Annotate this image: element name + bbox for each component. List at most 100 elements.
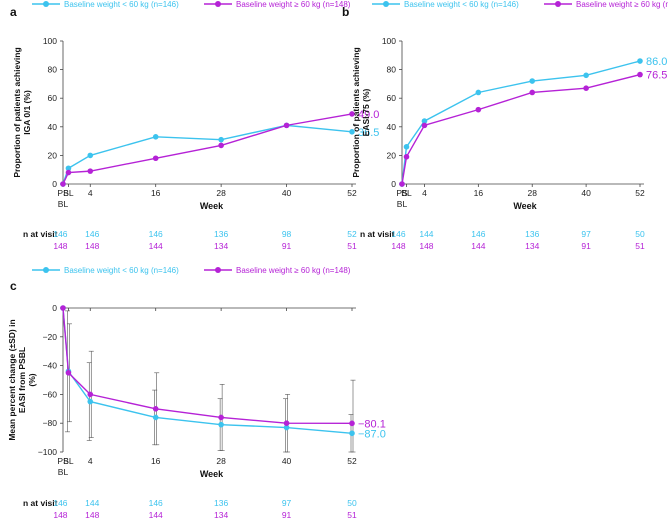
x-tick-label: 28	[527, 188, 537, 198]
y-axis-label-line: Proportion of patients achieving	[12, 47, 22, 177]
legend-marker-0	[43, 267, 49, 273]
end-label-0: −87.0	[358, 428, 386, 440]
n-value: 50	[347, 498, 357, 508]
y-axis-label-line: EASI from PSBL	[17, 347, 27, 413]
y-tick-label: −100	[38, 447, 57, 457]
data-point	[218, 142, 224, 149]
x-tick-label: 4	[88, 188, 93, 198]
y-tick-label: 0	[52, 179, 57, 189]
data-point	[349, 129, 355, 135]
data-point	[152, 155, 159, 162]
legend-label-1: Baseline weight ≥ 60 kg (n=148)	[236, 266, 351, 275]
panel-a: a Baseline weight < 60 kg (n=146) Baseline…	[10, 0, 379, 251]
n-value: 146	[391, 229, 405, 239]
y-axis-label-line: (%)	[27, 373, 37, 386]
n-value: 144	[419, 229, 433, 239]
y-tick-label: 60	[48, 93, 58, 103]
n-value: 146	[149, 498, 163, 508]
data-point	[283, 122, 290, 129]
x-tick-label: 40	[282, 188, 292, 198]
data-point	[529, 89, 536, 96]
y-tick-label: 40	[387, 122, 397, 132]
data-point	[403, 154, 410, 160]
x-tick-label: PS	[57, 456, 69, 466]
n-at-visit-label: n at visit	[360, 229, 395, 239]
data-point	[421, 122, 428, 129]
x-tick-label: BL	[63, 456, 74, 466]
x-tick-label: 16	[474, 188, 484, 198]
panel-label-c: c	[10, 279, 17, 293]
n-value: 50	[635, 229, 645, 239]
panel-c: c Baseline weight < 60 kg (n=146) Baseline…	[7, 266, 386, 518]
n-value: 134	[214, 510, 228, 518]
legend: Baseline weight < 60 kg (n=146) Baseline …	[32, 0, 351, 9]
n-value: 98	[282, 229, 292, 239]
y-tick-label: 40	[48, 122, 58, 132]
n-value: 136	[525, 229, 539, 239]
x-tick-label: 28	[216, 456, 226, 466]
legend-marker-0	[43, 1, 49, 7]
x-axis-label: Week	[200, 201, 224, 211]
data-point	[403, 144, 410, 150]
series-line-1	[62, 113, 353, 185]
y-axis-label-line: Mean percent change (±SD) in	[7, 319, 17, 440]
data-point	[583, 85, 589, 91]
x-tick-label: PS	[396, 188, 408, 198]
data-point	[283, 420, 290, 427]
data-point	[87, 391, 94, 398]
legend-marker-0	[383, 1, 389, 7]
legend-marker-1	[215, 1, 221, 7]
data-point	[475, 89, 482, 96]
x-tick-label: 4	[88, 456, 93, 466]
n-value: 146	[471, 229, 485, 239]
data-point	[60, 305, 66, 311]
data-point	[152, 134, 159, 140]
data-point	[421, 118, 428, 124]
n-value: 148	[85, 510, 99, 518]
n-value: 91	[581, 241, 591, 251]
legend-label-0: Baseline weight < 60 kg (n=146)	[404, 0, 519, 9]
n-value: 52	[347, 229, 357, 239]
series-line-1	[401, 73, 641, 185]
n-value: 146	[149, 229, 163, 239]
data-point	[283, 424, 290, 431]
data-point	[637, 71, 643, 78]
n-at-visit-label: n at visit	[23, 229, 58, 239]
y-tick-label: 80	[48, 65, 58, 75]
n-value: 148	[85, 241, 99, 251]
x-axis-label: Week	[513, 201, 537, 211]
data-point	[349, 420, 355, 427]
end-label-1: 76.5	[646, 70, 667, 82]
y-axis-label-line: IGA 0/1 (%)	[22, 90, 32, 135]
legend-label-0: Baseline weight < 60 kg (n=146)	[64, 0, 179, 9]
data-point	[583, 72, 589, 79]
n-at-visit-label: n at visit	[23, 498, 58, 508]
panel-label-a: a	[10, 5, 17, 19]
legend: Baseline weight < 60 kg (n=146) Baseline …	[32, 266, 351, 275]
legend: Baseline weight < 60 kg (n=146) Baseline …	[372, 0, 668, 9]
data-point	[218, 136, 224, 143]
n-value: 144	[149, 241, 163, 251]
y-axis-label-line: EASI-75 (%)	[361, 88, 371, 136]
data-point	[87, 152, 94, 159]
data-point	[60, 181, 66, 187]
x-axis-label: Week	[200, 469, 224, 479]
data-point	[87, 168, 94, 174]
y-tick-label: −80	[43, 418, 58, 428]
n-value: 136	[214, 498, 228, 508]
x-tick-label: 52	[635, 188, 645, 198]
data-point	[218, 421, 224, 428]
x-tick-label: 28	[216, 188, 226, 198]
x-tick-label: 52	[347, 188, 357, 198]
n-value: 51	[635, 241, 645, 251]
x-tick-label: BL	[63, 188, 74, 198]
series-line-0	[401, 60, 641, 185]
data-point	[349, 430, 355, 437]
data-point	[349, 111, 355, 117]
x-tick-label: 52	[347, 456, 357, 466]
n-value: 51	[347, 241, 357, 251]
y-tick-label: 0	[52, 303, 57, 313]
n-value: 144	[85, 498, 99, 508]
end-label-1: 49.0	[358, 109, 379, 121]
